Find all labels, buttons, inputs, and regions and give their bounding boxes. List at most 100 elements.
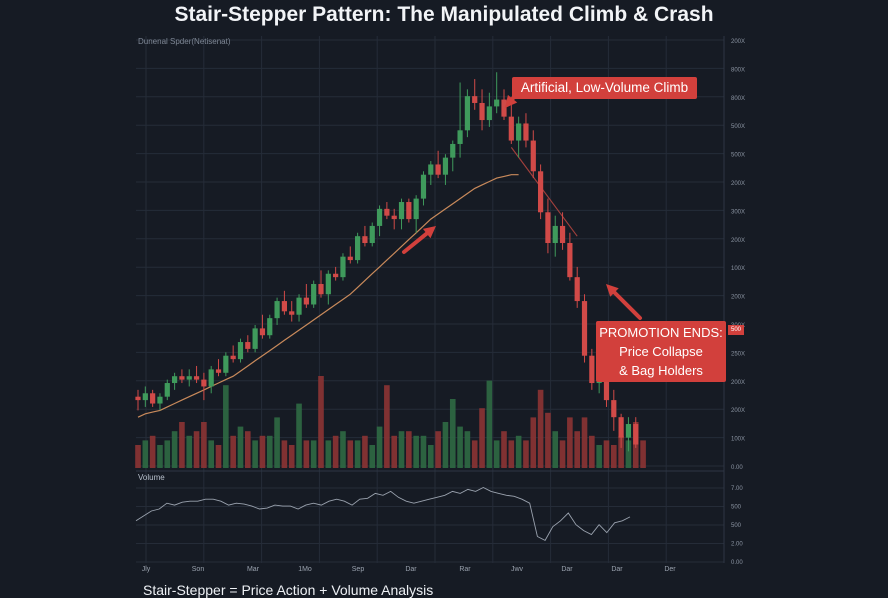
candle [530,130,536,179]
candle [164,379,170,401]
candle [303,283,309,308]
price-axis: 200X 800X 800X 500X 500X 200X 300X 200X 100X 200X… [731,39,745,471]
volume-bar [303,440,310,468]
moving-average [137,147,578,418]
price-tick-label: 200X [731,181,745,187]
candle-body [215,369,222,373]
price-tick-label: 800X [731,96,745,102]
arrows [402,90,642,320]
candle [376,205,383,237]
candle-body [303,297,309,305]
volume-tick-label: 7.00 [731,486,743,492]
volume-bar [567,417,573,468]
candle [237,338,244,363]
volume-line [135,486,631,541]
candle [472,79,478,110]
candle-body [347,256,353,261]
candle-body [355,236,361,261]
candle-body [267,318,273,336]
candle [450,140,456,172]
price-tick-label: 100X [731,266,745,272]
candle-body [472,96,478,103]
volume-bar [596,445,602,468]
candle-body [208,369,214,387]
candle-body [559,225,566,244]
candle-body [633,424,639,445]
candle-body [237,342,244,360]
volume-bar [552,431,559,468]
volume-line-path [135,486,631,541]
candle-body [391,215,397,220]
candle [157,393,163,411]
volume-bar [266,435,273,468]
candle [391,208,397,230]
candle-body [552,225,558,244]
candle-body [318,283,324,295]
volume-bar [618,435,624,468]
volume-tick-label: 0.00 [731,560,743,566]
volume-bar [384,385,390,468]
candle-body [538,171,544,213]
volume-bar [406,431,412,468]
candle [215,359,222,377]
price-tick-label: 0.00 [731,465,743,471]
candle [457,82,463,158]
caption: Stair-Stepper = Price Action + Volume An… [143,582,434,598]
time-tick-label: Son [192,566,205,573]
volume-bar [537,389,544,468]
volume-bar [157,445,163,468]
volume-bar [559,440,566,468]
candle [611,389,617,431]
gridlines [136,36,725,563]
crash-annotation-line3: & Bag Holders [619,363,703,378]
candle [442,154,449,185]
volume-bar [464,431,471,468]
candle [281,290,287,315]
candle [150,389,156,407]
candle-body [135,396,141,401]
volume-bar [354,440,361,468]
candle-body [230,355,236,360]
candle-body [274,301,280,319]
candle [325,270,331,305]
candle-body [523,123,529,141]
volume-bar [296,403,302,468]
candle [267,314,273,339]
volume-bar [581,417,588,468]
time-tick-label: Mar [247,566,260,573]
candle-body [479,102,485,121]
arrow-shaft [612,290,642,320]
crash-annotation: PROMOTION ENDS: Price Collapse & Bag Hol… [596,321,726,382]
candle [179,369,185,384]
candle-body [157,396,163,404]
volume-bar [164,440,171,468]
candle [296,294,302,322]
candle-body [413,198,419,220]
volume-panel-label: Volume [138,473,165,482]
candle-body [581,301,588,356]
volume-bar [142,440,149,468]
candle [581,294,588,363]
candle [142,386,148,407]
arrow-head [422,226,436,239]
candle [508,102,514,144]
candle-body [611,400,617,418]
volume-bar [420,435,427,468]
candle [589,348,595,390]
volume-bar [471,440,478,468]
candle [501,89,507,121]
volume-bar [179,422,185,468]
candle-body [340,256,346,278]
volume-bar [625,440,632,468]
volume-bar [171,431,178,468]
volume-tick-label: 2.00 [731,542,743,548]
volume-bar [545,412,551,468]
candle-body [545,212,551,244]
candle [172,372,178,390]
time-tick-label: Dar [611,566,623,573]
candle [311,280,317,308]
volume-axis: 7.00 500 500 2.00 0.00 [731,486,743,566]
candle [552,215,558,257]
candle-body [164,383,170,397]
volume-bar [515,435,522,468]
